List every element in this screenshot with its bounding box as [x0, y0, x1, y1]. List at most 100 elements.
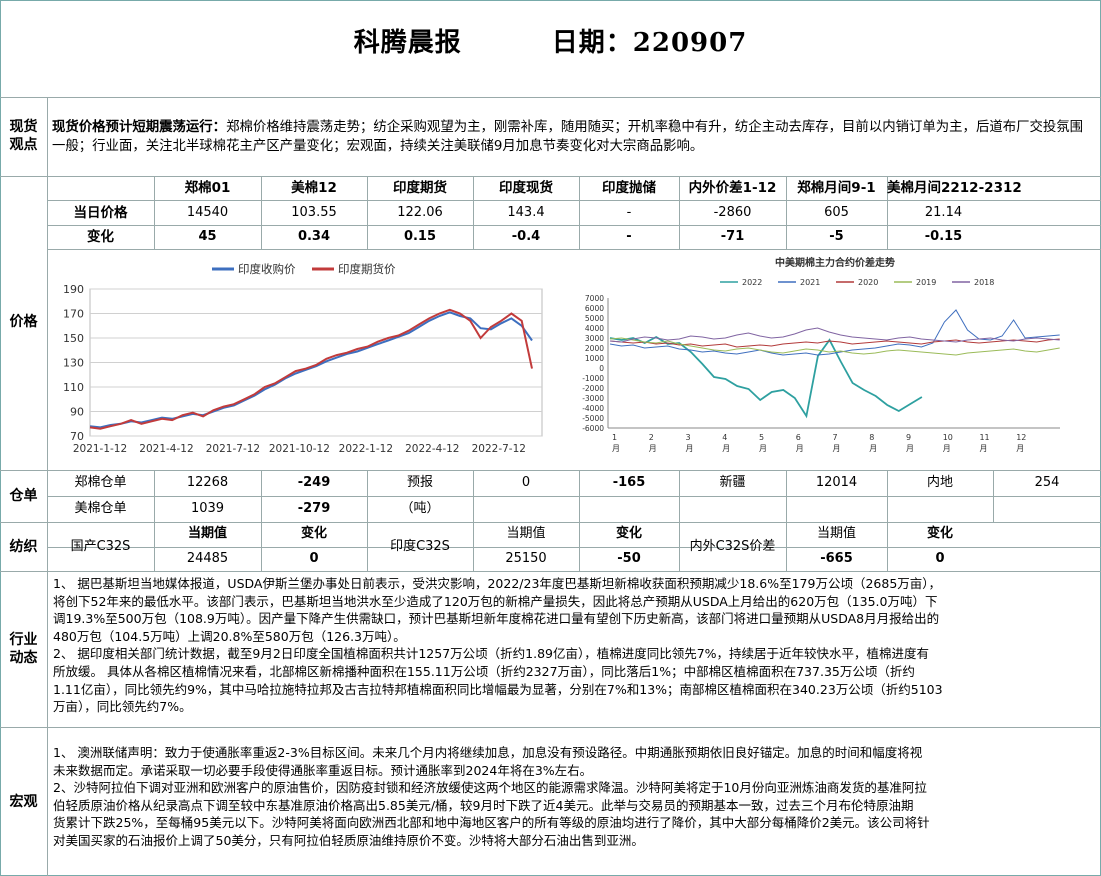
yarn-change-india: -50 — [617, 551, 641, 566]
legend-label-0: 2022 — [742, 278, 762, 287]
yarn-head-change-2: 变化 — [615, 526, 642, 541]
price-change-3: -0.4 — [511, 229, 541, 244]
section-label-industry-text: 行业动态 — [9, 632, 38, 666]
macro-news-line: 未来数据而定。承诺采取一切必要手段使得通胀率重返目标。预计通胀率到2024年将在… — [53, 762, 593, 778]
legend-label-1: 2021 — [800, 278, 820, 287]
x-tick-label: 2022-7-12 — [472, 443, 526, 455]
x-tick-label: 2021-4-12 — [139, 443, 193, 455]
y-tick-label: 170 — [63, 308, 84, 321]
warehouse-r1-7: 12014 — [815, 475, 858, 490]
price-row-label-change: 变化 — [87, 229, 114, 245]
warehouse-r1-0: 郑棉仓单 — [74, 475, 127, 490]
macro-news-line: 对美国买家的石油报价上调了50美分，只有阿拉伯轻质原油维持原价不变。沙特将大部分… — [53, 832, 644, 848]
yarn-head-current-1: 当期值 — [187, 526, 227, 541]
series-line-1 — [609, 309, 1060, 356]
y-tick-label: -6000 — [582, 424, 604, 433]
y-tick-label: -5000 — [582, 414, 604, 423]
yarn-head-change-3: 变化 — [926, 526, 953, 541]
industry-news-line: 2、 据印度相关部门统计数据，截至9月2日印度全国植棉面积共计1257万公顷（折… — [53, 646, 930, 662]
industry-news: 1、 据巴基斯坦当地媒体报道，USDA伊斯兰堡办事处日前表示，受洪灾影响，202… — [53, 575, 1098, 716]
yarn-value-spread: -665 — [820, 551, 853, 566]
spot-view-text: 郑棉价格维持震荡走势；纺企采购观望为主，刚需补库，随用随买；开机率稳中有升，纺企… — [52, 120, 1084, 154]
industry-news-line: 所放缓。 具体从各棉区植棉情况来看，北部棉区新棉播种面积在155.11万公顷（折… — [53, 663, 915, 679]
price-header-4: 印度抛储 — [602, 180, 656, 196]
legend-label-4: 2018 — [974, 278, 994, 287]
y-tick-label: 4000 — [585, 324, 604, 333]
warehouse-r1-2: -249 — [297, 475, 331, 490]
industry-news-line: 1、 据巴基斯坦当地媒体报道，USDA伊斯兰堡办事处日前表示，受洪灾影响，202… — [53, 576, 942, 591]
spot-view: 现货价格预计短期震荡运行：郑棉价格维持震荡走势；纺企采购观望为主，刚需补库，随用… — [52, 118, 1096, 156]
yarn-change-domestic: 0 — [309, 551, 319, 566]
warehouse-r2-2: -279 — [297, 501, 331, 516]
y-tick-label: 190 — [63, 283, 84, 296]
y-tick-label: 3000 — [585, 334, 604, 343]
macro-news-line: 2、沙特阿拉伯下调对亚洲和欧洲客户的原油售价，因防疫封锁和经济放缓使这两个地区的… — [53, 780, 927, 796]
x-tick-label: 2021-1-12 — [73, 443, 127, 455]
y-tick-label: 110 — [63, 381, 84, 394]
section-label-industry: 行业动态 — [0, 631, 47, 667]
spot-view-lead: 现货价格预计短期震荡运行： — [52, 120, 227, 135]
price-header-0: 郑棉01 — [184, 180, 231, 196]
section-label-yarn: 纺织 — [9, 539, 38, 555]
x-tick-label: 12 月 — [1016, 433, 1026, 453]
macro-news-line: 1、 澳洲联储声明：致力于使通胀率重返2-3%目标区间。未来几个月内将继续加息，… — [53, 745, 923, 760]
warehouse-r1-1: 12268 — [186, 475, 229, 490]
price-header-6: 郑棉月间9-1 — [797, 180, 876, 196]
price-value-5: -2860 — [713, 205, 752, 220]
y-tick-label: 150 — [63, 332, 84, 345]
series-line-0 — [609, 335, 923, 419]
legend-label-2: 2020 — [858, 278, 878, 287]
price-header-5: 内外价差1-12 — [688, 180, 777, 196]
macro-news-line: 货累计下跌25%，至每桶95美元以下。沙特阿美将面向欧洲西北部和地中海地区客户的… — [53, 815, 930, 831]
section-label-spot-text: 现货观点 — [9, 119, 38, 153]
x-tick-label: 10 月 — [943, 433, 953, 453]
section-label-macro: 宏观 — [9, 794, 38, 810]
x-tick-label: 2021-10-12 — [269, 443, 330, 455]
yarn-head-change-1: 变化 — [300, 526, 327, 541]
x-tick-label: 11 月 — [979, 433, 989, 453]
y-tick-label: -4000 — [582, 404, 604, 413]
report-title: 科腾晨报 — [353, 28, 462, 58]
industry-news-line: 1.11亿亩），同比领先约9%，其中马哈拉施特拉邦及古吉拉特邦植棉面积同比增幅最… — [53, 681, 943, 697]
y-tick-label: 7000 — [585, 294, 604, 303]
industry-news-line: 万亩），同比领先约7%。 — [53, 699, 192, 715]
yarn-value-india: 25150 — [505, 551, 547, 566]
price-header-3: 印度现货 — [499, 180, 553, 196]
industry-news-line: 将创下52年来的最低水平。该部门表示，巴基斯坦当地洪水至少造成了120万包的新棉… — [53, 593, 938, 609]
chart-title: 中美期棉主力合约价差走势 — [775, 256, 895, 269]
macro-news-line: 伯轻质原油价格从纪录高点下调至较中东基准原油价格高出5.85美元/桶，较9月时下… — [53, 797, 914, 813]
price-change-0: 45 — [198, 229, 217, 244]
x-tick-label: 2022-1-12 — [339, 443, 393, 455]
price-header-1: 美棉12 — [291, 180, 337, 196]
y-tick-label: 1000 — [585, 354, 604, 363]
warehouse-r2-1: 1039 — [190, 501, 225, 516]
report-date: 日期：220907 — [551, 28, 748, 58]
series-line-0 — [89, 311, 533, 429]
legend-label-3: 2019 — [916, 278, 936, 287]
y-tick-label: -3000 — [582, 394, 604, 403]
legend-label-1: 印度期货价 — [338, 262, 396, 276]
y-tick-label: 2000 — [585, 344, 604, 353]
price-value-1: 103.55 — [291, 205, 337, 220]
macro-news: 1、 澳洲联储声明：致力于使通胀率重返2-3%目标区间。未来几个月内将继续加息，… — [53, 744, 1098, 850]
price-value-0: 14540 — [186, 205, 229, 220]
price-header-7: 美棉月间2212-2312 — [887, 180, 1022, 196]
price-change-7: -0.15 — [924, 229, 963, 244]
price-row-label-today: 当日价格 — [73, 205, 128, 221]
y-tick-label: -1000 — [582, 374, 604, 383]
x-tick-label: 2022-4-12 — [405, 443, 459, 455]
y-tick-label: 0 — [599, 364, 604, 373]
y-tick-label: -2000 — [582, 384, 604, 393]
section-label-price: 价格 — [9, 314, 38, 330]
y-tick-label: 5000 — [585, 314, 604, 323]
yarn-head-current-3: 当期值 — [816, 526, 856, 541]
x-tick-label: 2021-7-12 — [206, 443, 260, 455]
warehouse-r2-3: （吨） — [400, 501, 440, 516]
